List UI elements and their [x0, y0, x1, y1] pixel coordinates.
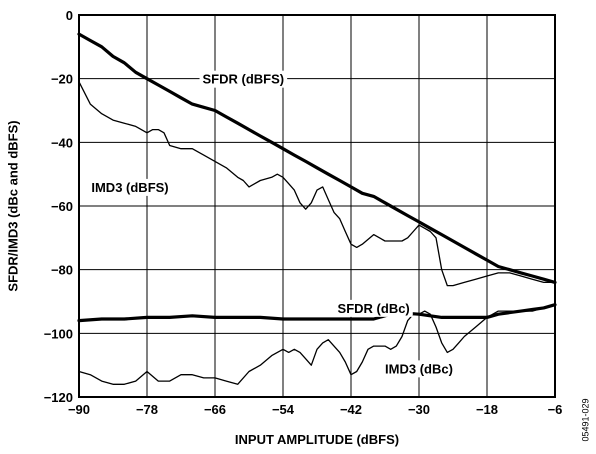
- plot-frame: [78, 14, 556, 398]
- y-tick-label: −60: [51, 199, 73, 214]
- grid: [79, 15, 555, 397]
- x-tick-label: −18: [476, 402, 498, 417]
- x-tick-label: −66: [204, 402, 226, 417]
- x-tick-label: −54: [272, 402, 295, 417]
- series-labels: SFDR (dBFS) IMD3 (dBFS) SFDR (dBc) IMD3 (dB…: [88, 70, 456, 378]
- tick-labels: −90 −78 −66 −54 −42 −30 −18 −60−20−40−60−80−100…: [44, 8, 563, 417]
- series-label-text: IMD3 (dBFS): [91, 180, 168, 195]
- y-tick-label: −20: [51, 72, 73, 87]
- series-label-imd3-dbfs: IMD3 (dBFS): [88, 178, 172, 196]
- series-label-bg: [199, 70, 288, 88]
- figure-id: 05491-029: [580, 398, 590, 441]
- series-label-text: SFDR (dBc): [338, 301, 410, 316]
- series-lines: [77, 32, 557, 385]
- series-label-bg: [334, 299, 413, 317]
- y-tick-label: 0: [66, 8, 73, 23]
- series-label-bg: [88, 178, 172, 196]
- x-tick-label: −90: [68, 402, 90, 417]
- series-line-sfdr-dbfs: [77, 32, 557, 284]
- series-label-sfdr-dbc: SFDR (dBc): [334, 299, 413, 317]
- x-tick-label: −42: [340, 402, 362, 417]
- series-label-sfdr-dbfs: SFDR (dBFS): [199, 70, 288, 88]
- y-tick-label: −120: [44, 390, 73, 405]
- x-tick-label: −30: [408, 402, 430, 417]
- series-label-imd3-dbc: IMD3 (dBc): [382, 360, 456, 378]
- x-axis-title: INPUT AMPLITUDE (dBFS): [235, 432, 399, 447]
- y-tick-label: −80: [51, 263, 73, 278]
- series-label-text: IMD3 (dBc): [385, 361, 453, 376]
- y-tick-label: −100: [44, 326, 73, 341]
- series-line-sfdr-dbc: [77, 303, 557, 323]
- y-axis-title: SFDR/IMD3 (dBc and dBFS): [5, 120, 20, 291]
- series-label-bg: [382, 360, 456, 378]
- series-line-imd3-dbc: [78, 304, 556, 385]
- x-tick-label: −6: [548, 402, 563, 417]
- series-label-text: SFDR (dBFS): [203, 72, 285, 87]
- series-line-imd3-dbfs: [78, 81, 556, 287]
- x-tick-label: −78: [136, 402, 158, 417]
- y-tick-label: −40: [51, 135, 73, 150]
